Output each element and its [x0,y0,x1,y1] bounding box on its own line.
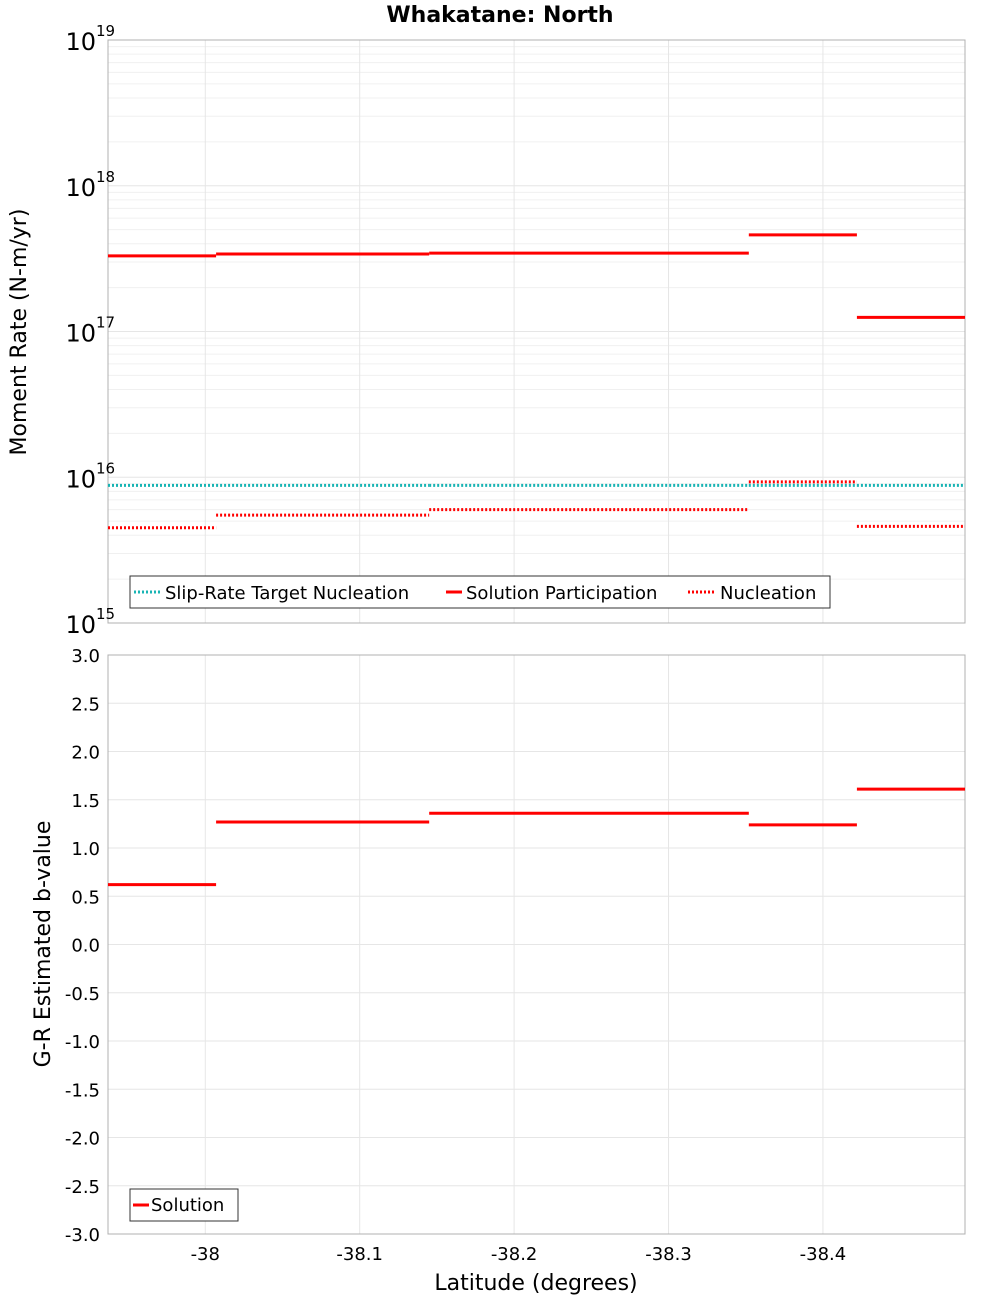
y-tick-label: 10 15 [65,605,115,639]
legend-label-nucleation: Nucleation [720,583,816,604]
chart-title: Whakatane: North [386,3,613,28]
series-solution-participation [108,233,965,319]
x-tick-label: -38.2 [491,1244,538,1265]
b-value-legend: Solution [129,1188,239,1222]
moment-rate-grid [108,39,965,624]
y-tick-label: -3.0 [65,1225,100,1246]
legend-label-solution-participation: Solution Participation [466,583,657,604]
y-tick-label: 10 18 [65,168,115,202]
y-tick-exponent: 18 [96,168,115,186]
y-tick-label: -1.0 [65,1032,100,1053]
moment-rate-series [108,233,965,530]
x-tick-label: -38.3 [645,1244,692,1265]
y-tick-base: 10 [65,611,96,639]
y-tick-label: 10 17 [65,314,115,348]
y-tick-label: 3.0 [71,646,100,667]
y-tick-label: 1.5 [71,791,100,812]
latitude-x-ticks: -38 -38.1 -38.2 -38.3 -38.4 [191,1244,847,1265]
y-tick-label: 0.0 [71,936,100,957]
b-value-y-ticks: 3.0 2.5 2.0 1.5 1.0 0.5 0.0 -0.5 -1.0 -1.5 -2.0 -2.… [65,646,100,1246]
x-tick-label: -38 [191,1244,220,1265]
y-tick-exponent: 16 [96,459,115,477]
moment-rate-y-axis-label: Moment Rate (N-m/yr) [7,209,32,456]
moment-rate-plot-frame [107,39,966,624]
y-tick-label: -2.0 [65,1129,100,1150]
b-value-y-axis-label: G-R Estimated b-value [31,821,56,1068]
y-tick-base: 10 [65,465,96,493]
y-tick-label: 0.5 [71,887,100,908]
y-tick-label: 1.0 [71,839,100,860]
b-value-panel: 3.0 2.5 2.0 1.5 1.0 0.5 0.0 -0.5 -1.0 -1.5 -2.0 -2.… [31,646,966,1296]
series-nucleation [108,480,965,530]
y-tick-exponent: 19 [96,22,115,40]
y-tick-label: 2.0 [71,743,100,764]
y-tick-exponent: 17 [96,314,115,332]
series-solution [108,787,965,887]
y-tick-exponent: 15 [96,605,115,623]
x-axis-label: Latitude (degrees) [434,1271,637,1296]
x-tick-label: -38.4 [800,1244,847,1265]
y-tick-base: 10 [65,320,96,348]
y-tick-base: 10 [65,174,96,202]
y-tick-base: 10 [65,28,96,56]
y-tick-label: 2.5 [71,694,100,715]
y-tick-label: 10 16 [65,459,115,493]
b-value-plot-frame [107,654,966,1235]
y-tick-label: -0.5 [65,984,100,1005]
b-value-series [108,787,965,887]
y-tick-label: -2.5 [65,1177,100,1198]
legend-label-slip-rate-target: Slip-Rate Target Nucleation [165,583,409,604]
moment-rate-legend: Slip-Rate Target Nucleation Solution Par… [129,575,831,609]
x-tick-label: -38.1 [336,1244,383,1265]
legend-label-solution: Solution [151,1195,224,1216]
y-tick-label: 10 19 [65,22,115,56]
y-tick-label: -1.5 [65,1080,100,1101]
